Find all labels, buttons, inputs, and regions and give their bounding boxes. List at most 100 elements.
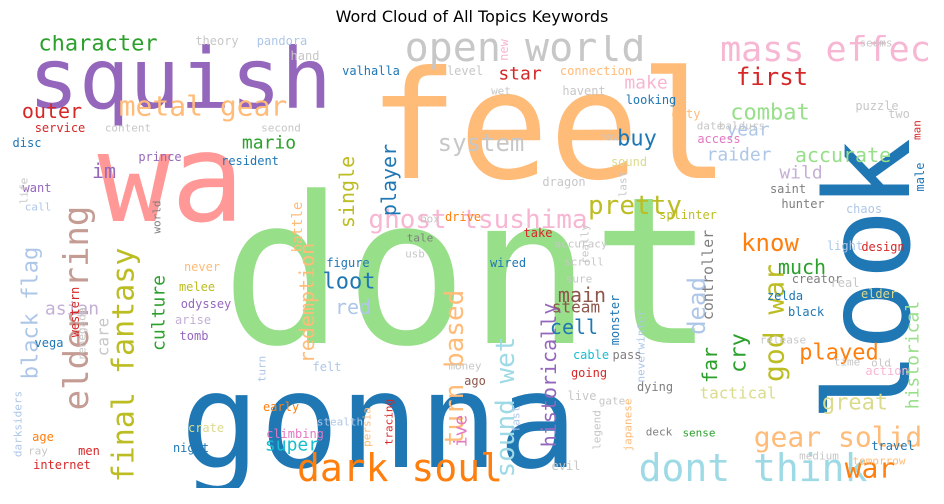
word-elder: elder bbox=[861, 287, 897, 301]
word-player: player bbox=[377, 144, 401, 216]
word-dragon: dragon bbox=[542, 175, 585, 189]
word-internet: internet bbox=[33, 458, 91, 472]
word-content: content bbox=[105, 122, 151, 135]
word-want: want bbox=[23, 181, 52, 195]
word-light: light bbox=[827, 239, 863, 253]
word-evil: evil bbox=[552, 459, 581, 473]
word-neverwinter: neverwinter bbox=[635, 309, 648, 382]
word-cell: cell bbox=[550, 315, 598, 339]
word-battle: battle bbox=[290, 202, 306, 253]
word-tracing: tracing bbox=[383, 399, 396, 445]
word-new: new bbox=[497, 38, 511, 60]
word-red: red bbox=[335, 295, 371, 319]
word-age: age bbox=[32, 430, 54, 444]
word-combat: combat bbox=[730, 101, 809, 126]
word-ago: ago bbox=[464, 374, 486, 388]
word-last: last bbox=[617, 171, 630, 198]
word-dead: dead bbox=[683, 277, 711, 335]
word-played: played bbox=[799, 341, 878, 366]
word-night: night bbox=[173, 441, 209, 455]
word-second: second bbox=[261, 122, 301, 135]
word-main: main bbox=[558, 283, 606, 307]
word-havent: havent bbox=[562, 84, 605, 98]
word-early: early bbox=[263, 400, 299, 414]
word-sure: sure bbox=[566, 273, 593, 286]
word-deck: deck bbox=[646, 426, 673, 439]
word-turn: turn bbox=[256, 356, 269, 383]
word-redemption: redemption bbox=[295, 243, 319, 363]
word-time: time bbox=[834, 356, 861, 369]
word-pass: pass bbox=[613, 348, 642, 362]
word-steam: steam bbox=[552, 298, 600, 317]
chart-title: Word Cloud of All Topics Keywords bbox=[335, 7, 609, 26]
word-wired: wired bbox=[490, 256, 526, 270]
word-ghost-tsushima: ghost tsushima bbox=[368, 205, 587, 235]
word-accuracy: accuracy bbox=[555, 238, 608, 251]
word-action: action bbox=[865, 364, 908, 378]
word-tactical: tactical bbox=[699, 384, 776, 403]
word-going: going bbox=[571, 366, 607, 380]
word-service: service bbox=[35, 121, 86, 135]
word-cry: cry bbox=[727, 333, 752, 373]
word-level: level bbox=[447, 64, 483, 78]
word-call: call bbox=[25, 201, 52, 214]
word-seems: seems bbox=[859, 37, 892, 50]
word-valhalla: valhalla bbox=[342, 64, 400, 78]
word-hand: hand bbox=[291, 49, 320, 63]
word-mario: mario bbox=[242, 133, 296, 154]
word-metal-gear: metal gear bbox=[119, 90, 288, 123]
word-care: care bbox=[94, 318, 113, 357]
word-make: make bbox=[624, 73, 667, 94]
word-historically: historically bbox=[537, 303, 561, 448]
word-war: war bbox=[845, 452, 896, 485]
word-japanese: japanese bbox=[622, 399, 635, 452]
word-date: date bbox=[697, 120, 724, 133]
word-ive: ive bbox=[451, 415, 472, 448]
word-odyssey: odyssey bbox=[181, 297, 232, 311]
word-theory: theory bbox=[195, 35, 238, 48]
word-squish: squish bbox=[28, 35, 331, 128]
word-turn-based: turn based bbox=[440, 290, 470, 447]
word-disc: disc bbox=[13, 136, 41, 150]
word-dying: dying bbox=[637, 380, 673, 394]
word-man: man bbox=[911, 120, 924, 140]
word-medium: medium bbox=[799, 450, 839, 463]
word-splinter: splinter bbox=[659, 208, 717, 222]
word-feel: feel bbox=[368, 40, 729, 214]
word-drive: drive bbox=[445, 210, 481, 224]
word-travel: travel bbox=[871, 439, 914, 453]
word-vega: vega bbox=[35, 336, 64, 350]
word-single: single bbox=[335, 156, 359, 228]
word-black: black bbox=[788, 305, 825, 319]
word-sense: sense bbox=[682, 427, 715, 440]
word-pandora: pandora bbox=[257, 35, 308, 48]
word-stealth: stealth bbox=[317, 416, 363, 429]
word-really: really bbox=[579, 224, 592, 264]
word-character: character bbox=[38, 35, 157, 57]
word-crate: crate bbox=[188, 421, 224, 435]
word-wet: wet bbox=[491, 85, 511, 98]
word-historical: historical bbox=[903, 301, 924, 409]
word-felt: felt bbox=[313, 360, 342, 374]
word-box: box bbox=[420, 213, 440, 226]
word-zelda: zelda bbox=[767, 289, 803, 303]
word-connection: connection bbox=[560, 64, 632, 78]
word-melee: melee bbox=[179, 280, 215, 294]
word-looking: looking bbox=[626, 93, 677, 107]
word-final-fantasy: final fantasy bbox=[107, 248, 142, 483]
word-take: take bbox=[524, 226, 553, 240]
word-loot: loot bbox=[323, 270, 376, 295]
word-old: old bbox=[871, 357, 891, 370]
word-raider: raider bbox=[706, 145, 771, 166]
word-chaos: chaos bbox=[846, 202, 882, 216]
word-monster: monster bbox=[608, 295, 622, 346]
word-asian: asian bbox=[45, 299, 99, 320]
word-men: men bbox=[78, 444, 100, 458]
word-ray: ray bbox=[28, 445, 48, 458]
word-access: access bbox=[697, 132, 740, 146]
word-system: system bbox=[438, 129, 525, 157]
word-male: male bbox=[913, 163, 927, 192]
word-row: row bbox=[599, 131, 619, 144]
word-culture: culture bbox=[149, 275, 170, 351]
